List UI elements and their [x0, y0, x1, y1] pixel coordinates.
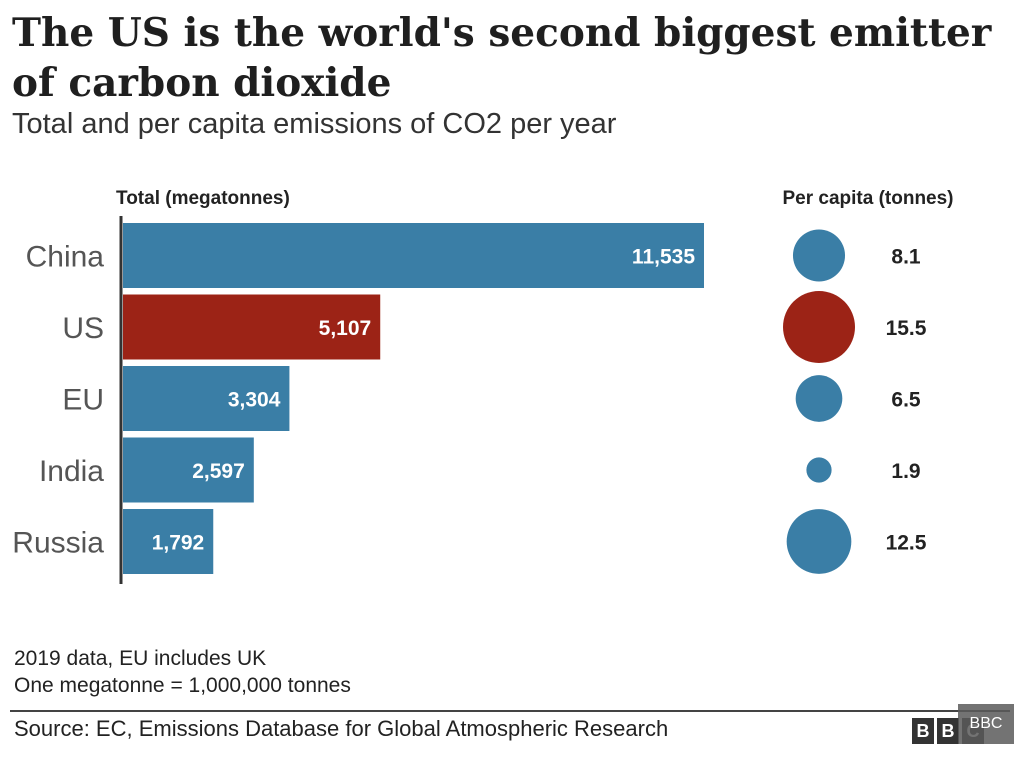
per-capita-value-label: 15.5 [886, 317, 927, 340]
per-capita-value-label: 12.5 [886, 532, 927, 555]
bar [123, 366, 290, 431]
bar [123, 437, 254, 503]
per-capita-value-label: 8.1 [891, 246, 921, 269]
category-label: EU [62, 384, 104, 417]
bar [123, 223, 704, 288]
bar [123, 509, 214, 574]
logo-letter: B [912, 718, 934, 744]
total-heading: Total (megatonnes) [116, 188, 290, 209]
chart-area: Total (megatonnes) Per capita (tonnes) C… [12, 188, 954, 584]
chart-notes: 2019 data, EU includes UK One megatonne … [14, 645, 351, 699]
bar-value-label: 11,535 [632, 246, 695, 269]
per-capita-value-label: 6.5 [891, 389, 921, 412]
note-unit: One megatonne = 1,000,000 tonnes [14, 674, 351, 697]
bar-value-label: 5,107 [319, 317, 372, 340]
per-capita-heading: Per capita (tonnes) [782, 188, 953, 209]
note-data-year: 2019 data, EU includes UK [14, 647, 267, 670]
per-capita-value-label: 1.9 [891, 460, 920, 483]
category-label: US [62, 312, 104, 345]
bar-value-label: 1,792 [152, 532, 205, 555]
per-capita-circle [795, 375, 843, 422]
logo-letter: B [937, 718, 959, 744]
category-label: Russia [12, 527, 104, 560]
per-capita-circle [786, 509, 852, 574]
category-label: China [26, 241, 105, 274]
logo-overlay-badge: BBC [958, 704, 1014, 744]
per-capita-circle [792, 229, 846, 282]
bar [123, 294, 381, 360]
chart-subtitle: Total and per capita emissions of CO2 pe… [12, 108, 617, 140]
category-label: India [39, 455, 104, 488]
bar-value-label: 3,304 [228, 389, 281, 412]
per-capita-circle [783, 291, 855, 363]
per-capita-circle [806, 457, 832, 483]
source-text: Source: EC, Emissions Database for Globa… [14, 716, 669, 741]
chart-title: The US is the world's second biggest emi… [12, 10, 992, 106]
bar-value-label: 2,597 [192, 460, 245, 483]
footer-divider [10, 710, 1010, 712]
